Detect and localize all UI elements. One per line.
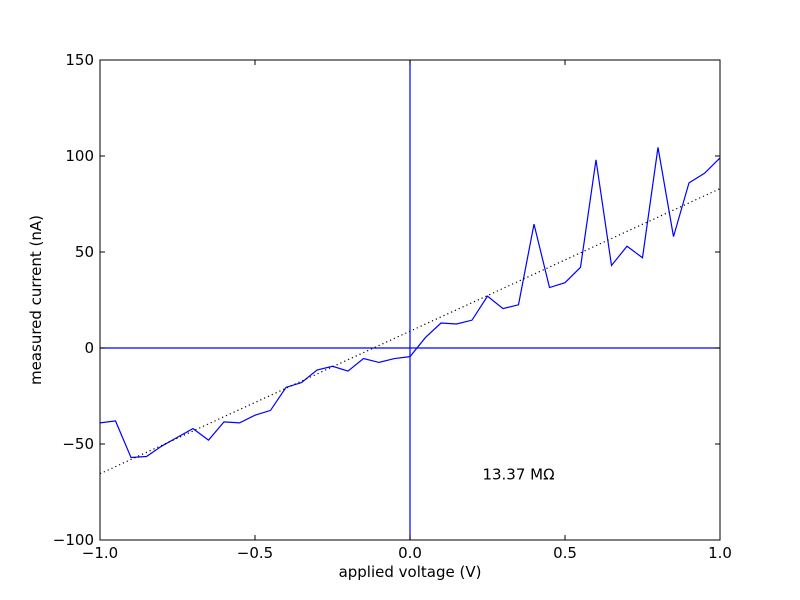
ticks: −1.0 −0.5 0.0 0.5 1.0 −100 −50 0 50 100 150 xyxy=(53,51,732,562)
x-tick-label: 0.5 xyxy=(553,544,577,562)
y-tick-label: −100 xyxy=(53,531,94,549)
y-tick-label: 150 xyxy=(65,51,94,69)
y-tick-label: 50 xyxy=(75,243,94,261)
measured-series-line xyxy=(99,147,721,459)
y-tick-label: 0 xyxy=(84,339,94,357)
x-tick-label: −0.5 xyxy=(237,544,273,562)
resistance-annotation: 13.37 MΩ xyxy=(482,466,554,484)
y-axis-label: measured current (nA) xyxy=(27,215,45,385)
x-axis-label: applied voltage (V) xyxy=(339,563,482,581)
x-tick-label: 0.0 xyxy=(398,544,422,562)
fit-line xyxy=(99,188,721,475)
plot-area xyxy=(99,60,721,540)
x-tick-label: 1.0 xyxy=(708,544,732,562)
y-tick-label: −50 xyxy=(62,435,94,453)
x-tick-label: −1.0 xyxy=(82,544,118,562)
y-tick-label: 100 xyxy=(65,147,94,165)
